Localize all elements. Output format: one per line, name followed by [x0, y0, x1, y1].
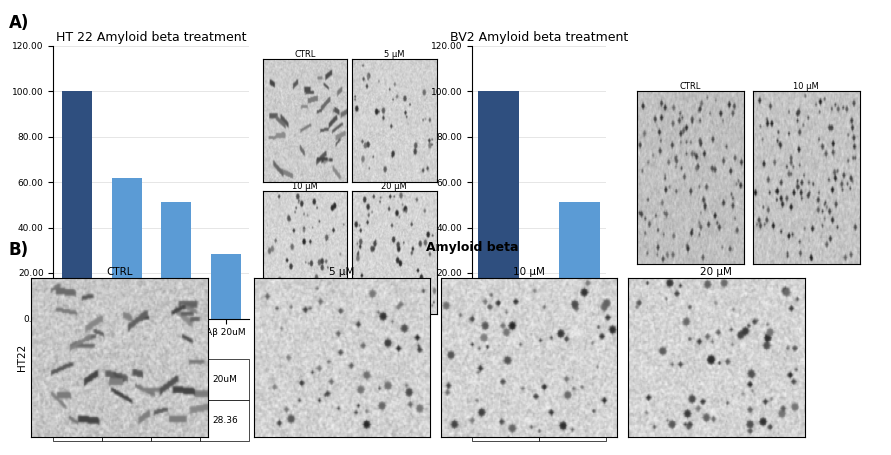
Text: Amyloid beta: Amyloid beta: [426, 241, 519, 254]
Bar: [560, 202, 600, 318]
Bar: [112, 178, 142, 318]
Text: A): A): [9, 14, 29, 32]
Title: 5 μM: 5 μM: [384, 50, 405, 59]
Title: BV2 Amyloid beta treatment: BV2 Amyloid beta treatment: [450, 31, 628, 44]
Title: 5 μM: 5 μM: [330, 267, 355, 277]
Title: CTRL: CTRL: [680, 82, 701, 91]
Bar: [161, 202, 191, 318]
Bar: [62, 91, 92, 318]
Bar: [478, 91, 519, 318]
Title: 10 μM: 10 μM: [292, 182, 318, 191]
Text: B): B): [9, 241, 29, 259]
Y-axis label: HT22: HT22: [17, 344, 27, 371]
Title: 20 μM: 20 μM: [700, 267, 732, 277]
Title: 10 μM: 10 μM: [794, 82, 819, 91]
Title: 10 μM: 10 μM: [513, 267, 545, 277]
Bar: [211, 254, 241, 318]
Title: 20 μM: 20 μM: [381, 182, 407, 191]
Title: CTRL: CTRL: [106, 267, 133, 277]
Title: CTRL: CTRL: [295, 50, 315, 59]
Title: HT 22 Amyloid beta treatment: HT 22 Amyloid beta treatment: [56, 31, 247, 44]
